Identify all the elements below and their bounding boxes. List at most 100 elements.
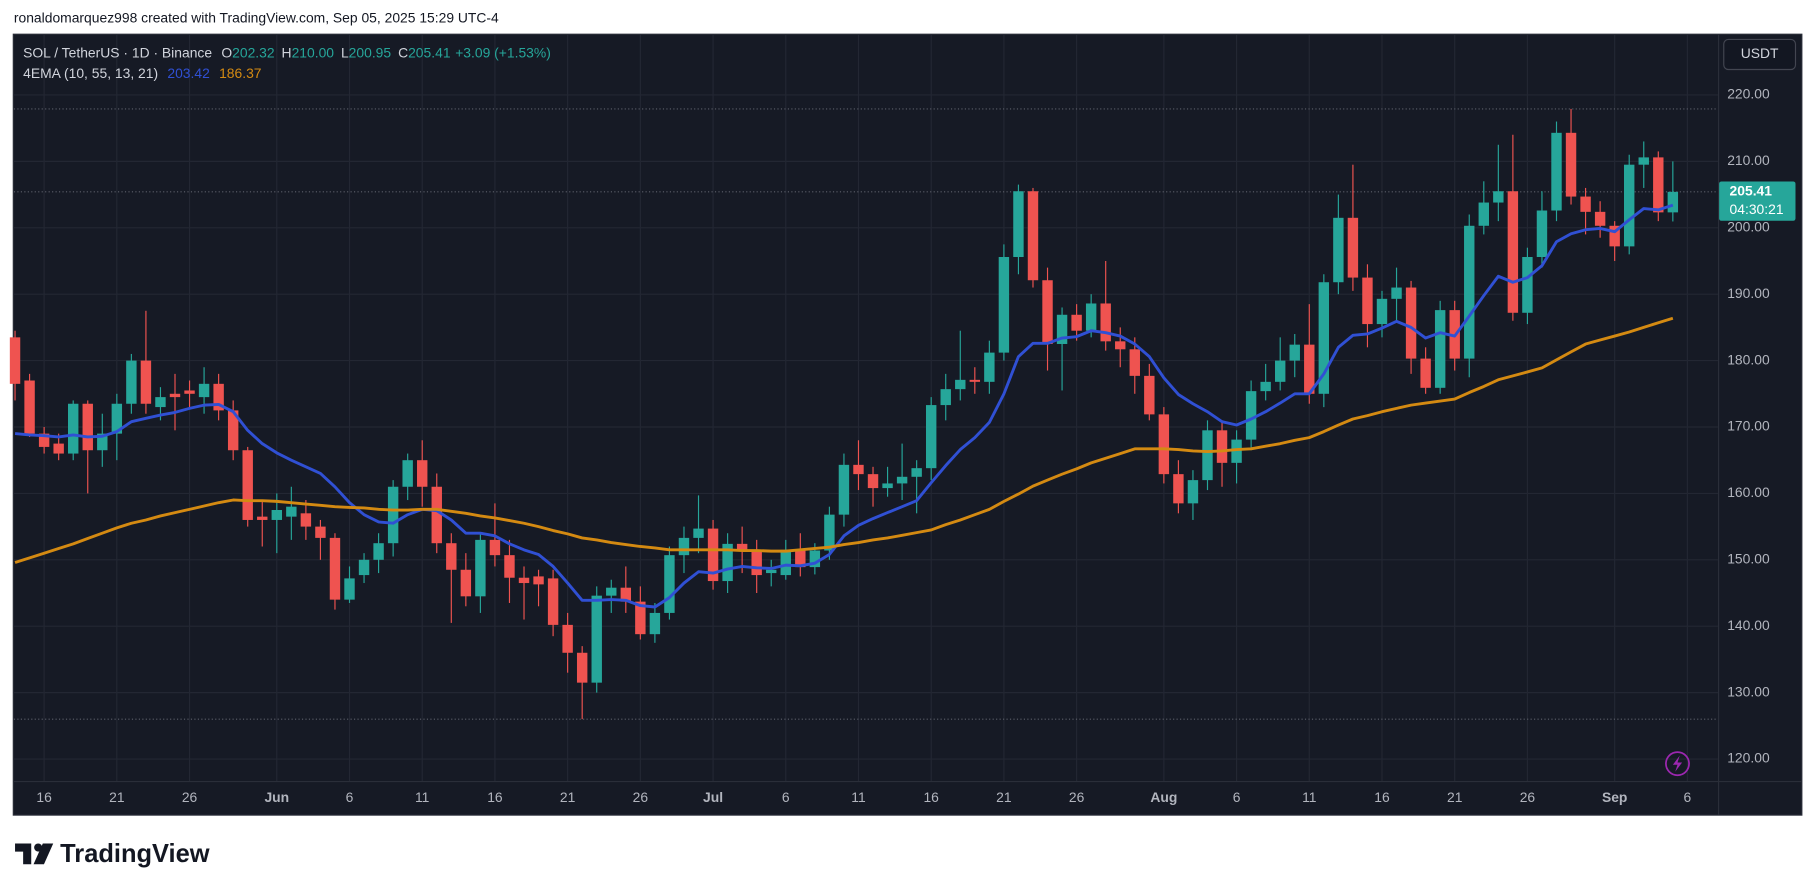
candle-body — [1318, 282, 1330, 394]
x-tick-label: 11 — [1302, 789, 1317, 805]
candle-body — [402, 460, 413, 487]
x-tick-label: 6 — [1684, 789, 1692, 805]
candle-body — [547, 578, 559, 625]
candle-body — [925, 405, 937, 469]
candle-body — [1420, 358, 1431, 388]
candle-body — [1653, 157, 1664, 213]
alert-icon[interactable] — [1665, 751, 1690, 777]
attribution: ronaldomarquez998 created with TradingVi… — [14, 9, 499, 25]
quote-key: C — [398, 44, 408, 60]
x-tick-label: 26 — [1069, 789, 1085, 805]
candle-body — [329, 537, 341, 600]
candle-body — [1216, 430, 1228, 463]
alert-bolt[interactable] — [1672, 755, 1683, 772]
y-tick-label: 170.00 — [1727, 418, 1770, 434]
candle-body — [1522, 256, 1533, 313]
candle-body — [9, 337, 21, 384]
y-tick-label: 150.00 — [1727, 550, 1770, 566]
candle-body — [257, 516, 268, 520]
indicator-value: 186.37 — [219, 65, 262, 81]
candle-body — [489, 539, 501, 556]
candle-body — [1333, 217, 1344, 283]
candle-body — [475, 539, 486, 597]
candle-body — [155, 397, 166, 408]
candle-body — [1042, 280, 1053, 344]
y-tick-label: 140.00 — [1727, 617, 1770, 633]
candle-body — [1478, 202, 1489, 226]
indicator-legend: 4EMA (10, 55, 13, 21) 203.42 186.37 — [23, 65, 262, 81]
x-tick-label: 11 — [415, 789, 430, 805]
candle-body — [882, 483, 893, 489]
candle-body — [286, 506, 297, 517]
alert-circle[interactable] — [1665, 751, 1690, 777]
candle-body — [1085, 303, 1097, 331]
candle-body — [635, 601, 646, 635]
candle-body — [780, 549, 791, 576]
candle-body — [431, 486, 442, 544]
quote-key: H — [282, 44, 292, 60]
ema-line — [14, 203, 1674, 609]
candle-body — [809, 550, 821, 568]
quote-value: 210.00 — [292, 44, 335, 60]
candle-body — [315, 526, 326, 538]
candle-body — [1144, 375, 1155, 415]
y-tick-label: 130.00 — [1727, 683, 1770, 699]
candle-body — [387, 486, 399, 544]
y-tick-label: 180.00 — [1727, 351, 1770, 367]
candle-body — [1056, 314, 1068, 344]
candle-body — [446, 543, 457, 570]
candle-body — [198, 383, 210, 398]
candle-body — [955, 379, 966, 390]
x-tick-label: 26 — [1520, 789, 1536, 805]
candle-body — [1551, 132, 1562, 211]
candle-body — [1129, 349, 1140, 376]
candle-body — [1362, 277, 1373, 325]
logo: TradingView — [15, 840, 210, 868]
candle-body — [1434, 310, 1446, 388]
candle-body — [664, 555, 675, 613]
candle-body — [1638, 157, 1649, 165]
quote-value: 202.32 — [232, 44, 275, 60]
candle-body — [707, 528, 719, 582]
candle-body — [853, 464, 864, 475]
candle-body — [373, 543, 384, 560]
symbol-title: SOL / TetherUS · 1D · Binance — [23, 44, 212, 60]
quote-change: +3.09 (+1.53%) — [455, 44, 551, 60]
candle-body — [271, 509, 283, 520]
candle-body — [1405, 287, 1417, 359]
candle-body — [736, 543, 748, 550]
quote-value: 200.95 — [349, 44, 392, 60]
candle-body — [97, 433, 108, 451]
candle-body — [38, 433, 50, 447]
candle-body — [911, 468, 922, 477]
candle-body — [693, 528, 704, 538]
y-tick-label: 120.00 — [1727, 750, 1770, 766]
candle-body — [606, 587, 617, 596]
x-tick-label: 16 — [923, 789, 939, 805]
candle-body — [1173, 474, 1184, 504]
candle-body — [1507, 191, 1519, 313]
y-tick-label: 160.00 — [1727, 484, 1770, 500]
candle-body — [562, 624, 573, 653]
last-price-box — [1719, 181, 1796, 221]
candle-body — [1289, 344, 1300, 361]
currency-button[interactable] — [1723, 38, 1797, 71]
x-tick-label: 6 — [782, 789, 790, 805]
x-tick-label: Jul — [703, 789, 723, 805]
candle-body — [1013, 191, 1024, 257]
candle-body — [649, 612, 661, 635]
candle-body — [1100, 303, 1111, 342]
candle-body — [1231, 439, 1242, 463]
candle-body — [1187, 480, 1199, 504]
candle-body — [53, 443, 64, 454]
x-tick-label: 16 — [36, 789, 52, 805]
x-tick-label: 6 — [346, 789, 354, 805]
candle-body — [344, 578, 355, 600]
currency-label[interactable]: USDT — [1741, 45, 1779, 61]
candle-body — [300, 513, 312, 527]
x-tick-label: 21 — [560, 789, 576, 805]
candle-body — [1464, 225, 1475, 359]
candle-body — [998, 256, 1010, 353]
candle-body — [576, 652, 588, 683]
